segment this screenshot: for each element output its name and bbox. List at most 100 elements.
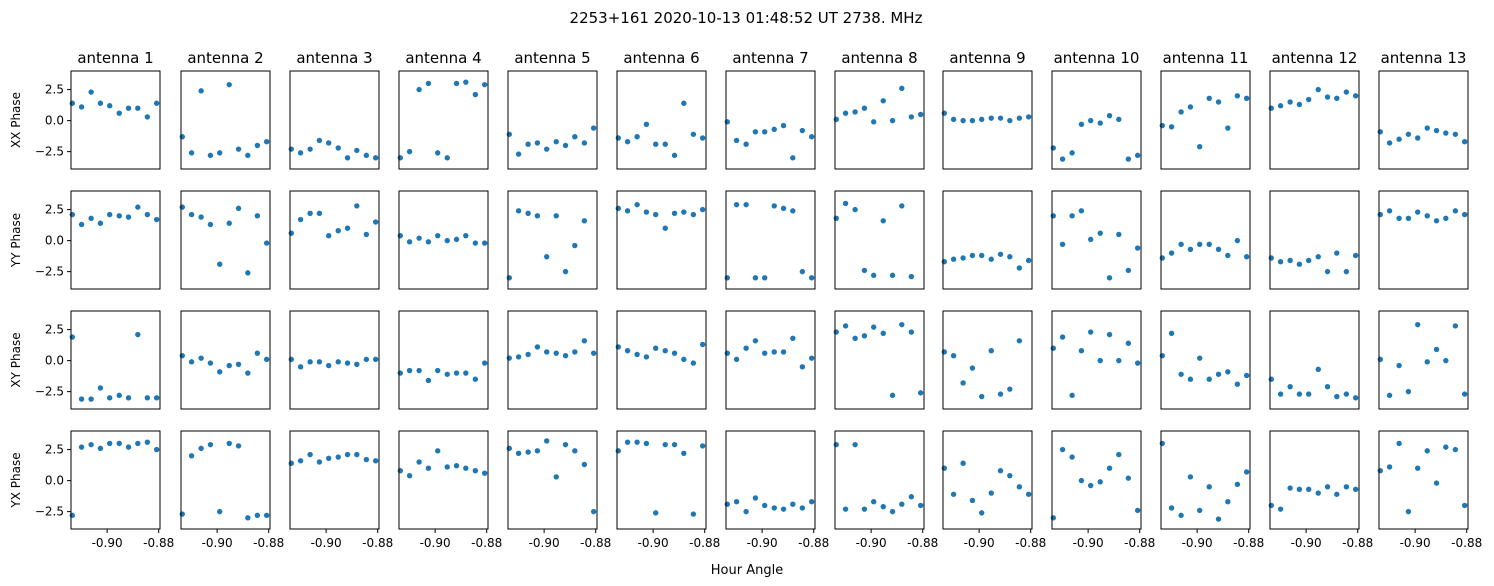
data-point	[1324, 94, 1331, 100]
subplot	[833, 310, 925, 410]
antenna-title: antenna 9	[949, 49, 1025, 67]
data-point	[1287, 99, 1293, 105]
data-point	[724, 501, 730, 507]
axes-frame	[70, 310, 161, 410]
data-point	[1287, 257, 1293, 264]
data-point	[581, 461, 588, 468]
data-point	[1243, 254, 1250, 260]
data-point	[908, 114, 915, 120]
data-point	[78, 221, 85, 228]
data-point	[917, 111, 924, 118]
axes-frame	[725, 70, 816, 170]
data-point	[363, 231, 370, 238]
data-point	[88, 89, 94, 95]
subplot	[506, 310, 598, 410]
x-tick-label: -0.90	[747, 536, 778, 550]
data-point	[941, 110, 947, 116]
data-point	[425, 465, 432, 471]
data-point	[780, 349, 787, 355]
data-point	[979, 393, 985, 400]
data-point	[406, 148, 413, 155]
data-point	[960, 460, 966, 466]
data-point	[899, 321, 905, 328]
data-point	[889, 272, 896, 279]
data-point	[624, 439, 631, 445]
data-point	[1007, 472, 1013, 479]
data-point	[481, 470, 488, 476]
data-point	[852, 441, 858, 448]
subplot	[724, 310, 816, 410]
data-point	[1268, 502, 1274, 509]
subplot	[397, 190, 489, 290]
data-point	[397, 370, 403, 376]
subplot: -0.90 -0.88	[288, 430, 393, 550]
subplot	[1377, 190, 1469, 290]
data-point	[217, 508, 223, 515]
data-point	[1016, 115, 1023, 121]
data-point	[425, 80, 432, 87]
data-point	[198, 88, 204, 94]
data-point	[288, 356, 294, 363]
data-point	[1225, 499, 1231, 505]
data-point	[615, 205, 621, 212]
data-point	[107, 103, 113, 109]
data-point	[997, 115, 1004, 121]
data-point	[1197, 143, 1203, 150]
data-point	[1334, 250, 1340, 256]
data-point	[335, 145, 341, 151]
row-ylabel: XX Phase	[9, 92, 23, 148]
data-point	[1405, 215, 1412, 221]
data-point	[1306, 391, 1312, 397]
data-point	[662, 348, 668, 354]
data-point	[235, 146, 242, 152]
data-point	[453, 236, 460, 243]
antenna-title: antenna 7	[732, 49, 808, 67]
data-point	[245, 370, 251, 376]
data-point	[263, 512, 270, 519]
data-point	[1178, 109, 1184, 115]
data-point	[1334, 95, 1340, 101]
y-tick-label: 2.5	[45, 323, 64, 337]
antenna-title: antenna 10	[1054, 49, 1140, 67]
data-point	[1268, 376, 1274, 382]
y-tick-label: −2.5	[35, 505, 64, 519]
data-point	[771, 126, 777, 132]
data-point	[1059, 241, 1066, 248]
subplot	[1050, 310, 1142, 410]
data-point	[1324, 268, 1331, 275]
data-point	[1097, 120, 1103, 126]
data-point	[1234, 93, 1241, 99]
data-point	[297, 150, 304, 156]
data-point	[444, 371, 450, 377]
data-point	[481, 240, 488, 246]
data-point	[97, 385, 104, 391]
data-point	[808, 499, 815, 505]
data-point	[1007, 254, 1013, 260]
subplot	[1377, 310, 1469, 410]
data-point	[326, 140, 332, 146]
data-point	[354, 451, 360, 458]
data-point	[116, 440, 122, 447]
data-point	[950, 352, 957, 359]
data-point	[125, 444, 132, 450]
x-tick-label: -0.90	[856, 536, 887, 550]
axes-frame	[942, 70, 1033, 170]
data-point	[525, 210, 531, 217]
data-point	[397, 155, 403, 161]
data-point	[1088, 329, 1094, 335]
antenna-title: antenna 4	[405, 49, 481, 67]
data-point	[662, 141, 668, 147]
data-point	[997, 468, 1004, 474]
data-point	[553, 213, 559, 219]
data-point	[899, 203, 905, 209]
data-point	[297, 458, 304, 464]
data-point	[808, 134, 815, 140]
axes-frame	[1269, 310, 1360, 410]
data-point	[1306, 96, 1312, 103]
data-point	[997, 251, 1004, 257]
data-point	[969, 117, 976, 124]
data-point	[690, 360, 697, 366]
y-tick-label: 0.0	[45, 234, 64, 248]
data-point	[553, 474, 559, 480]
subplot: antenna 6	[615, 49, 707, 170]
